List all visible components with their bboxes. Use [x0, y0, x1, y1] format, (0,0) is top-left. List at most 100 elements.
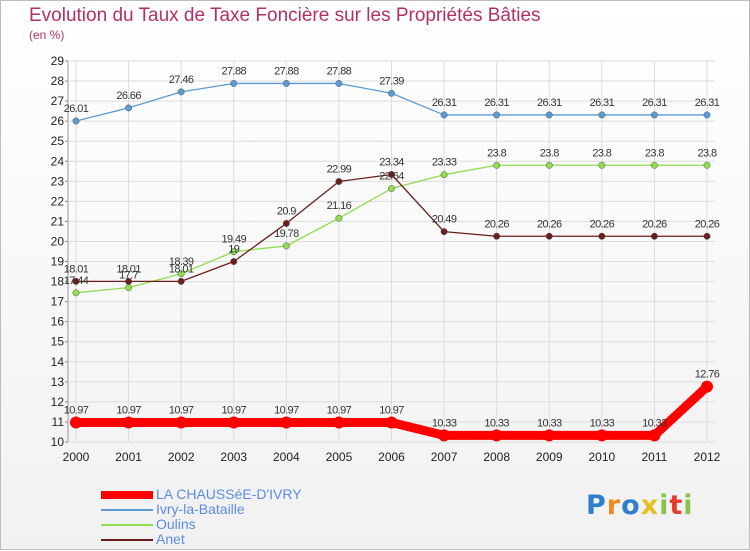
logo-letter: x: [640, 490, 660, 521]
series-0-data-label-2011: 10.33: [642, 417, 667, 429]
series-3-data-label-2007: 20.49: [432, 214, 457, 226]
series-1-point-2012: [703, 111, 711, 119]
series-0-data-label-2006: 10.97: [379, 405, 404, 417]
series-3-point-2000: [72, 277, 80, 285]
legend-swatch-2: [101, 524, 153, 526]
series-3-data-label-2009: 20.26: [537, 218, 562, 230]
series-1-point-2005: [335, 80, 343, 87]
series-1-data-label-2012: 26.31: [695, 97, 720, 109]
x-tick-label-2010: 2010: [588, 450, 615, 464]
y-tick-label-10: 10: [51, 435, 65, 449]
series-1-data-label-2006: 27.39: [379, 75, 404, 87]
series-1-data-label-2005: 27.88: [327, 65, 352, 77]
series-2-point-2005: [335, 214, 343, 222]
y-tick-label-18: 18: [51, 275, 65, 289]
series-1-point-2008: [493, 111, 501, 119]
series-1-data-label-2004: 27.88: [274, 65, 299, 77]
y-tick-label-20: 20: [51, 234, 65, 248]
series-0-data-label-2007: 10.33: [432, 417, 457, 429]
unit-label: (en %): [29, 28, 65, 42]
y-tick-label-15: 15: [51, 335, 65, 349]
series-2-data-label-2003: 19.49: [221, 234, 246, 246]
series-2-data-label-2000: 17.44: [64, 275, 89, 287]
legend-swatch-1: [101, 509, 153, 511]
series-3-data-label-2001: 18.01: [116, 263, 141, 275]
x-tick-label-2011: 2011: [642, 450, 668, 464]
series-2-data-label-2012: 23.8: [697, 147, 716, 159]
series-0-data-label-2004: 10.97: [274, 405, 299, 417]
series-2-data-label-2011: 23.8: [645, 147, 664, 159]
series-1-point-2007: [440, 111, 448, 119]
series-0-point-2001: [122, 416, 135, 429]
series-2-point-2002: [177, 270, 185, 278]
series-3-point-2002: [177, 277, 185, 285]
x-tick-label-2008: 2008: [483, 450, 510, 464]
series-1-data-label-2001: 26.66: [116, 90, 141, 102]
series-0-point-2002: [175, 416, 188, 429]
legend-label-0: LA CHAUSSéE-D'IVRY: [156, 486, 302, 502]
legend-swatch-3: [101, 539, 153, 541]
series-0-data-label-2003: 10.97: [221, 405, 246, 417]
series-3-data-label-2003: 19: [228, 244, 240, 256]
chart-title: Evolution du Taux de Taxe Foncière sur l…: [29, 5, 541, 26]
x-tick-label-2006: 2006: [378, 450, 405, 464]
y-tick-label-13: 13: [51, 375, 65, 389]
series-2-data-label-2001: 17.7: [119, 270, 138, 282]
series-3-point-2011: [650, 232, 658, 240]
series-3-point-2001: [125, 277, 133, 285]
series-3-point-2012: [703, 232, 711, 240]
series-3-data-label-2008: 20.26: [484, 218, 509, 230]
x-tick-label-2007: 2007: [431, 450, 458, 464]
series-1-data-label-2000: 26.01: [64, 103, 89, 115]
series-1-point-2004: [282, 80, 290, 87]
x-tick-label-2009: 2009: [536, 450, 563, 464]
series-2-data-label-2007: 23.33: [432, 157, 457, 169]
series-0-data-label-2012: 12.76: [695, 369, 720, 381]
series-1-point-2006: [388, 89, 395, 97]
x-tick-label-2000: 2000: [63, 450, 90, 464]
y-tick-label-28: 28: [51, 74, 65, 88]
series-2-data-label-2010: 23.8: [592, 147, 611, 159]
series-1-data-label-2003: 27.88: [221, 65, 246, 77]
series-2-data-label-2004: 19.78: [274, 228, 299, 240]
y-tick-label-17: 17: [51, 295, 65, 309]
logo-letter: r: [606, 490, 622, 521]
series-0-data-label-2002: 10.97: [169, 405, 194, 417]
series-3-data-label-2002: 18.01: [169, 263, 194, 275]
series-1-data-label-2007: 26.31: [432, 97, 457, 109]
series-0-point-2008: [490, 429, 503, 442]
series-3-data-label-2006: 23.34: [379, 156, 404, 168]
series-2-data-label-2005: 21.16: [327, 200, 352, 212]
logo-letter: t: [669, 490, 684, 521]
series-2-point-2007: [440, 171, 448, 179]
series-3-data-label-2010: 20.26: [590, 218, 615, 230]
y-tick-label-16: 16: [51, 315, 65, 329]
series-2-point-2004: [282, 242, 290, 250]
series-2-data-label-2008: 23.8: [487, 147, 506, 159]
y-tick-label-11: 11: [52, 415, 65, 429]
series-3-data-label-2012: 20.26: [695, 218, 720, 230]
series-1-point-2002: [177, 88, 185, 96]
series-3-data-label-2005: 22.99: [327, 164, 352, 176]
logo-letter: i: [659, 490, 670, 521]
series-0-point-2004: [280, 416, 293, 429]
proxiti-logo: Proxiti: [586, 490, 694, 521]
series-2-data-label-2009: 23.8: [540, 147, 559, 159]
y-tick-label-14: 14: [51, 355, 65, 369]
y-tick-label-21: 21: [51, 214, 65, 228]
logo-letter: P: [586, 490, 607, 521]
series-0-data-label-2001: 10.97: [116, 405, 141, 417]
series-2-point-2008: [493, 161, 501, 169]
legend-label-2: Oulins: [156, 516, 196, 532]
series-3-point-2006: [388, 171, 395, 178]
series-2-point-2001: [125, 284, 133, 292]
x-tick-label-2004: 2004: [273, 450, 300, 464]
series-2-point-2000: [72, 289, 80, 297]
legend-label-3: Anet: [156, 531, 185, 547]
series-1-point-2009: [545, 111, 553, 119]
series-3-point-2010: [598, 232, 606, 240]
series-2-data-label-2006: 22.64: [379, 171, 404, 183]
series-1-data-label-2010: 26.31: [590, 97, 615, 109]
x-tick-label-2001: 2001: [115, 450, 142, 464]
